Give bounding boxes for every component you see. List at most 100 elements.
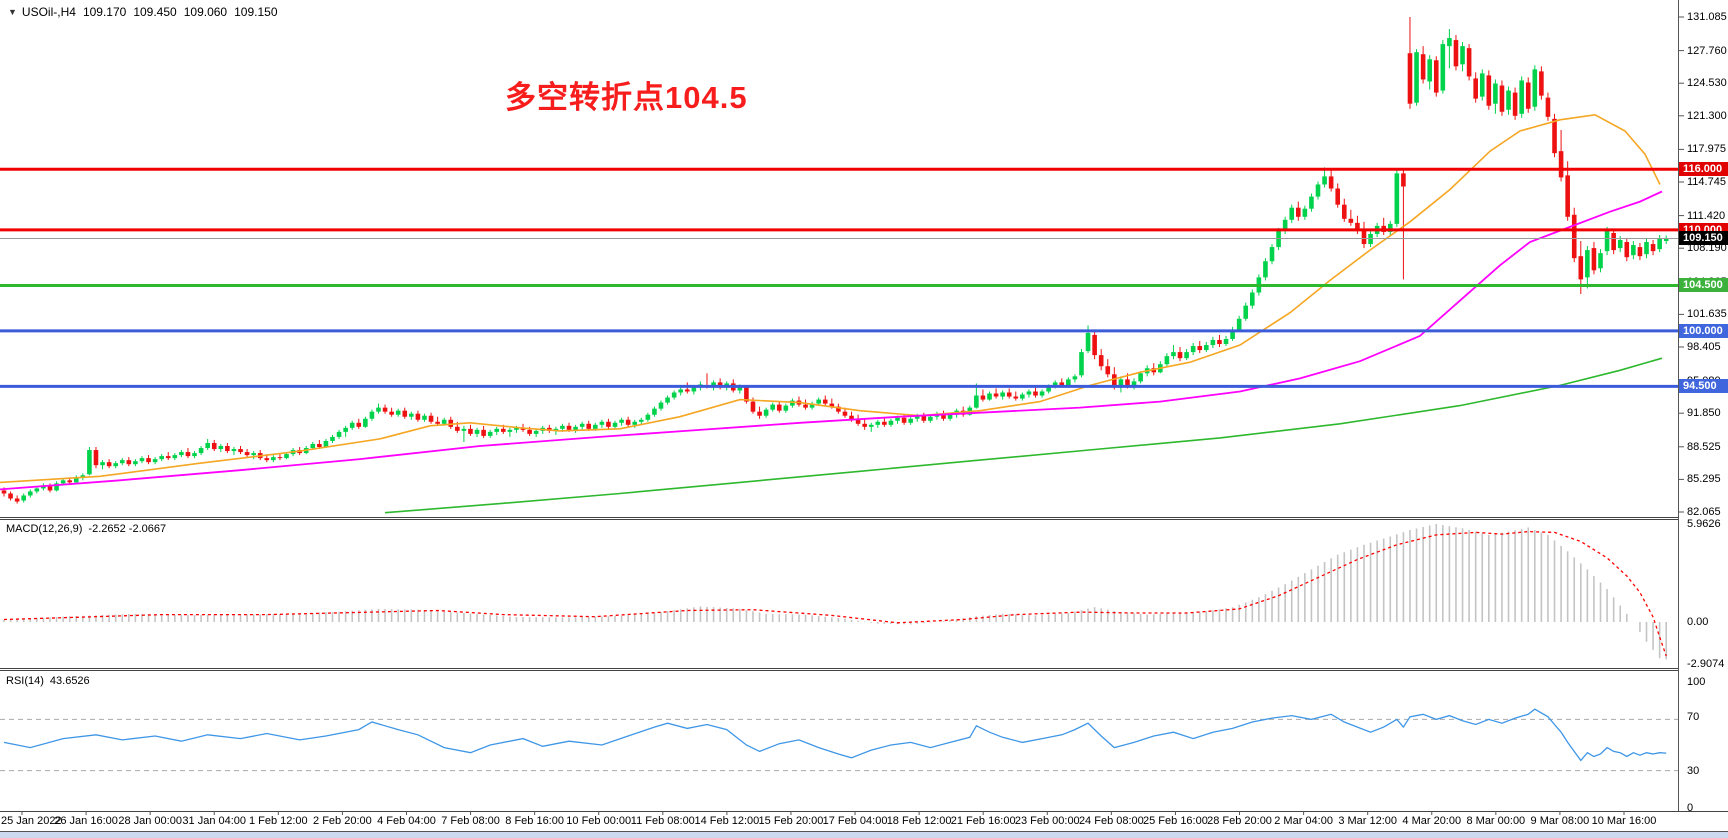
candle-bull <box>1631 245 1636 256</box>
candle-bear <box>185 452 191 457</box>
chart-annotation-text[interactable]: 多空转折点104.5 <box>505 80 748 115</box>
time-axis-label: 2 Mar 04:00 <box>1274 815 1333 827</box>
rsi-scale-label: 70 <box>1687 711 1700 723</box>
candle-bear <box>211 442 217 450</box>
candle-bear <box>1486 75 1492 106</box>
candle-bull <box>1269 247 1275 262</box>
candle-bull <box>711 382 716 387</box>
time-axis-label: 28 Feb 20:00 <box>1207 815 1272 827</box>
candle-bull <box>205 442 210 449</box>
candle-bear <box>1006 392 1012 397</box>
time-axis-label: 11 Feb 08:00 <box>630 815 695 827</box>
candle-bear <box>566 425 572 430</box>
candle-bull <box>284 454 289 459</box>
candle-bear <box>1466 48 1472 77</box>
candle-bull <box>323 440 329 448</box>
candle-bull <box>1263 261 1268 278</box>
candle-bear <box>317 443 322 448</box>
time-axis-label: 9 Mar 08:00 <box>1530 815 1590 827</box>
candle-bull <box>612 422 618 427</box>
candle-bull <box>1131 381 1137 386</box>
candle-bear <box>993 393 999 397</box>
candle-bear <box>1571 214 1577 259</box>
candle-bull <box>461 428 467 431</box>
candle-bull <box>1447 38 1452 47</box>
candle-bull <box>987 393 992 400</box>
candle-bull <box>113 463 118 467</box>
rsi-line <box>3 708 1667 762</box>
candle-bull <box>1066 379 1071 386</box>
candle-bull <box>363 418 368 427</box>
candle-bear <box>684 389 690 392</box>
window-bottom-edge <box>0 832 1728 838</box>
quote-close: 109.150 <box>234 5 278 19</box>
time-axis-label: 2 Feb 20:00 <box>313 815 372 827</box>
time-axis-label: 1 Feb 12:00 <box>248 815 308 827</box>
candle-bull <box>645 414 651 420</box>
candle-bull <box>1309 196 1314 209</box>
chevron-down-icon[interactable]: ▼ <box>8 7 17 17</box>
candle-bull <box>369 411 375 419</box>
candle-bull <box>1250 292 1255 306</box>
candle-bull <box>737 387 743 391</box>
candle-bull <box>1204 345 1209 351</box>
price-axis-label: 108.190 <box>1687 242 1727 254</box>
candle-bull <box>790 400 795 406</box>
candle-bull <box>1617 240 1623 249</box>
candle-bull <box>422 415 427 420</box>
time-axis-label: 14 Feb 12:00 <box>694 815 760 827</box>
price-level-badge: 116.000 <box>1679 162 1728 176</box>
candle-bull <box>763 409 769 416</box>
candle-bear <box>435 421 440 424</box>
candle-bull <box>868 424 874 427</box>
candle-bull <box>159 456 164 460</box>
candle-bear <box>882 421 887 425</box>
candle-bear <box>1453 40 1459 67</box>
candle-bull <box>888 420 894 425</box>
candle-bull <box>579 423 585 427</box>
time-axis-label: 25 Feb 16:00 <box>1143 815 1208 827</box>
candle-bear <box>146 458 151 463</box>
candle-bear <box>1013 396 1019 399</box>
candle-bull <box>251 453 256 456</box>
price-axis-label: 85.295 <box>1687 473 1721 485</box>
candle-bear <box>225 446 230 452</box>
candle-bull <box>619 419 624 423</box>
rsi-scale-label: 30 <box>1687 765 1700 777</box>
candle-bull <box>658 402 664 409</box>
candle-bear <box>606 421 611 427</box>
candle-bull <box>573 426 578 430</box>
candle-bear <box>1473 78 1478 99</box>
candle-bull <box>474 429 480 434</box>
candle-bear <box>448 419 454 427</box>
candle-bull <box>1519 80 1524 114</box>
price-axis-label: 98.405 <box>1687 341 1721 353</box>
macd-values: -2.2652 -2.0667 <box>88 523 167 535</box>
candle-bear <box>402 410 408 417</box>
candle-bear <box>980 395 986 400</box>
price-axis-label: 101.635 <box>1687 308 1727 320</box>
candle-bear <box>1512 92 1518 116</box>
candle-bull <box>1644 242 1649 255</box>
candle-bull <box>1164 356 1170 365</box>
candle-bear <box>8 493 13 499</box>
candle-bear <box>1552 118 1557 154</box>
candle-bear <box>1348 218 1354 223</box>
candle-bull <box>336 431 342 437</box>
candle-bull <box>816 399 821 404</box>
candle-bear <box>1059 382 1065 386</box>
candle-bull <box>1118 379 1124 386</box>
candle-bull <box>1322 176 1327 185</box>
candle-bear <box>527 429 532 434</box>
candle-bear <box>520 427 526 430</box>
candle-bear <box>1525 82 1531 109</box>
price-axis-label: 82.065 <box>1687 506 1721 518</box>
candle-bear <box>1578 256 1584 280</box>
candle-bear <box>1355 222 1360 231</box>
candle-bull <box>1223 338 1229 345</box>
time-axis-label: 17 Feb 04:00 <box>822 815 888 827</box>
candle-bull <box>441 419 447 424</box>
candle-bull <box>494 428 500 432</box>
candle-bear <box>126 460 132 465</box>
